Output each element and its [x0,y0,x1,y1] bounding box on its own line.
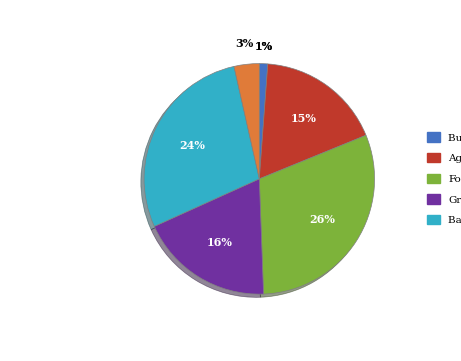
Wedge shape [259,135,375,294]
Text: 16%: 16% [207,237,233,248]
Wedge shape [234,64,260,179]
Text: 3%: 3% [235,38,254,49]
Text: 15%: 15% [290,113,316,124]
Text: 24%: 24% [179,140,205,151]
Text: 26%: 26% [309,214,335,225]
Wedge shape [154,179,264,294]
Text: 1%: 1% [255,41,273,52]
Legend: Built up, Agricultural Land, Forest, Grass, Barren Land: Built up, Agricultural Land, Forest, Gra… [423,128,461,230]
Text: 1%: 1% [255,41,273,52]
Wedge shape [144,66,259,226]
Wedge shape [259,64,268,179]
Wedge shape [259,64,366,179]
